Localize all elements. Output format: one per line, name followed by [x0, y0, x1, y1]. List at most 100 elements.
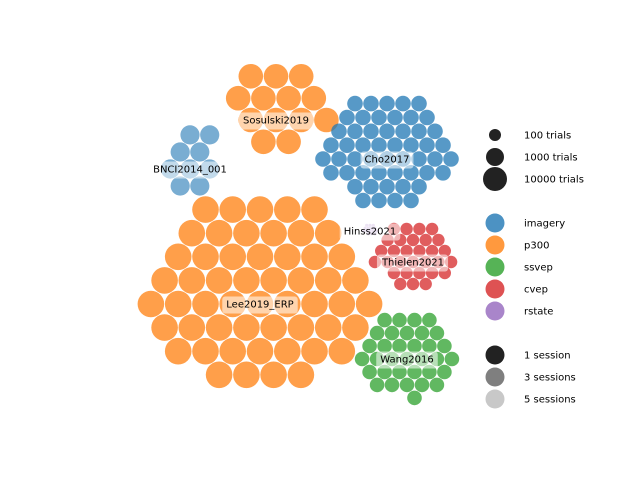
subject-bubble [444, 351, 460, 367]
subject-bubble [331, 123, 347, 140]
subject-bubble [414, 325, 430, 341]
svg-text:Sosulski2019: Sosulski2019 [243, 116, 309, 127]
subject-bubble [414, 377, 430, 393]
subject-bubble [425, 222, 439, 236]
subject-bubble [190, 142, 210, 162]
subject-bubble [233, 267, 260, 294]
subject-bubble [363, 95, 379, 112]
subject-bubble [400, 222, 413, 236]
subject-bubble [362, 364, 377, 380]
dataset-label-cho2017: Cho2017 [360, 151, 414, 169]
subject-bubble [395, 95, 411, 112]
subject-bubble [238, 64, 264, 89]
subject-bubble [403, 137, 419, 153]
subject-bubble [233, 361, 260, 389]
subject-bubble [355, 290, 383, 318]
label-box [222, 296, 298, 314]
legend-label: ssvep [524, 263, 553, 274]
subject-bubble [219, 337, 246, 365]
label-box [376, 254, 449, 272]
subject-bubble [190, 176, 210, 196]
subject-bubble [328, 337, 356, 365]
subject-bubble [411, 178, 427, 195]
subject-bubble [371, 192, 387, 209]
subject-bubble [301, 196, 328, 223]
subject-bubble [425, 244, 439, 258]
subject-bubble [403, 192, 419, 209]
subject-bubble [170, 142, 190, 162]
svg-text:Thielen2021: Thielen2021 [381, 258, 444, 269]
subject-bubble [164, 337, 192, 365]
subject-bubble [371, 137, 387, 153]
subject-bubble [413, 244, 426, 258]
legend-label: 5 sessions [524, 395, 576, 406]
subject-bubble [205, 314, 233, 341]
legend-label: 3 sessions [524, 373, 576, 384]
subject-bubble [339, 137, 355, 153]
dataset-label-wang2016: Wang2016 [376, 351, 438, 369]
subject-bubble [219, 196, 246, 223]
subject-bubble [315, 151, 331, 167]
subject-bubble [178, 267, 206, 294]
subject-bubble [342, 267, 369, 294]
svg-text:BNCI2014_001: BNCI2014_001 [153, 165, 227, 176]
legend-marker [485, 213, 505, 233]
legend-paradigm-p300: p300 [485, 235, 549, 255]
subject-bubble [287, 314, 315, 341]
legend-label: p300 [524, 241, 549, 252]
legend-marker [486, 148, 504, 166]
legend-label: cvep [524, 285, 548, 296]
subject-bubble [314, 219, 342, 247]
subject-bubble [274, 337, 301, 365]
subject-bubble [170, 176, 190, 196]
label-box [238, 112, 314, 130]
subject-bubble [427, 123, 443, 140]
subject-bubble [276, 129, 301, 155]
subject-bubble [375, 244, 388, 258]
label-box [339, 223, 401, 241]
subject-bubble [192, 337, 219, 365]
subject-bubble [246, 243, 274, 271]
subject-bubble [205, 219, 233, 247]
subject-bubble [411, 123, 427, 140]
legend-marker [483, 167, 507, 191]
subject-bubble [419, 233, 432, 247]
subject-bubble [413, 222, 426, 236]
subject-bubble [419, 165, 435, 181]
subject-bubble [347, 151, 363, 167]
subject-bubble [399, 325, 415, 341]
svg-text:Hinss2021: Hinss2021 [344, 227, 397, 238]
subject-bubble [287, 219, 315, 247]
subject-bubble [263, 64, 289, 89]
subject-bubble [387, 137, 403, 153]
subject-bubble [435, 165, 451, 181]
subject-bubble [151, 314, 178, 341]
subject-bubble [339, 109, 355, 126]
dataset-cluster-sosulski2019 [225, 64, 339, 155]
subject-bubble [225, 85, 251, 111]
subject-bubble [137, 290, 165, 318]
subject-bubble [438, 244, 451, 258]
svg-text:Lee2019_ERP: Lee2019_ERP [226, 300, 293, 311]
subject-bubble [406, 233, 420, 247]
legend-size-1000: 1000 trials [486, 148, 578, 166]
subject-bubble [435, 137, 451, 153]
subject-bubble [395, 178, 411, 195]
legend-label: 1 session [524, 351, 571, 362]
subject-bubble [323, 137, 339, 153]
subject-bubble [339, 165, 355, 181]
subject-bubble [363, 123, 379, 140]
legend-sessions-5: 5 sessions [485, 389, 576, 409]
legend-label: 1000 trials [524, 153, 578, 164]
svg-text:Wang2016: Wang2016 [380, 355, 434, 366]
subject-bubble [180, 125, 200, 145]
svg-text:Cho2017: Cho2017 [365, 155, 410, 166]
subject-bubble [392, 338, 407, 354]
subject-bubble [233, 314, 260, 341]
subject-bubble [205, 267, 233, 294]
subject-bubble [379, 123, 395, 140]
subject-bubble [287, 267, 315, 294]
legend-paradigm-rstate: rstate [485, 301, 553, 321]
legend-label: rstate [524, 307, 553, 318]
